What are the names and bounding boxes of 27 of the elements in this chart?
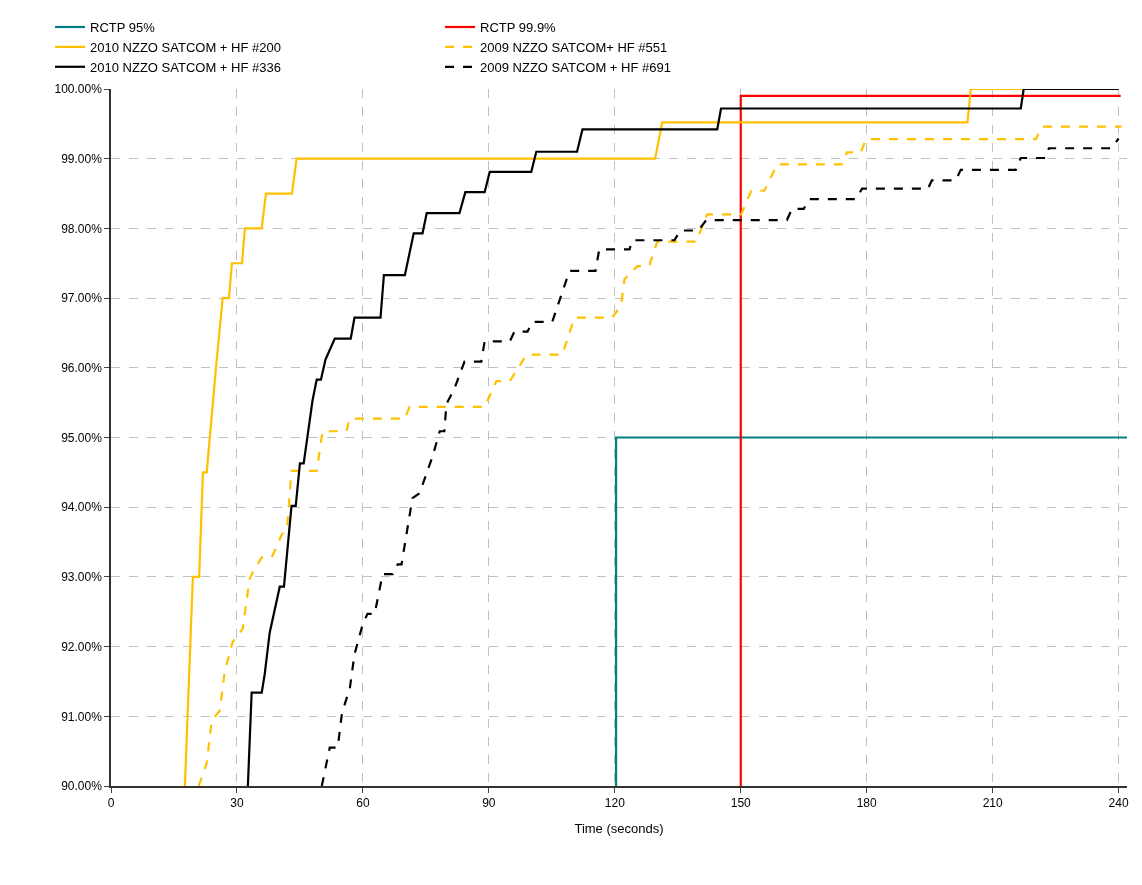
x-tick-label: 150	[730, 796, 752, 811]
x-tick-label: 90	[482, 796, 496, 811]
y-tick-label: 90.00%	[61, 779, 103, 794]
legend-label: 2010 NZZO SATCOM + HF #336	[90, 59, 281, 75]
y-tick-label: 96.00%	[61, 361, 103, 375]
legend-label: RCTP 95%	[90, 20, 156, 36]
x-tick-label: 30	[230, 796, 244, 811]
y-tick-label: 95.00%	[61, 430, 103, 445]
y-tick-label: 100.00%	[54, 82, 103, 97]
legend-label: 2009 NZZO SATCOM+ HF #551	[480, 39, 668, 55]
x-axis-title: Time (seconds)	[574, 821, 664, 837]
y-tick-label: 91.00%	[61, 709, 103, 724]
y-tick-label: 98.00%	[61, 221, 103, 236]
x-tick-label: 0	[107, 796, 115, 811]
x-tick-label: 210	[982, 796, 1003, 811]
y-tick-label: 93.00%	[61, 570, 103, 585]
legend-label: RCTP 99.9%	[480, 20, 557, 36]
x-tick-label: 60	[356, 796, 370, 811]
x-tick-label: 180	[856, 796, 878, 811]
y-tick-label: 94.00%	[61, 500, 103, 515]
y-tick-label: 97.00%	[61, 291, 103, 306]
y-tick-label: 92.00%	[61, 639, 103, 654]
legend-label: 2009 NZZO SATCOM + HF #691	[480, 59, 671, 75]
legend-label: 2010 NZZO SATCOM + HF #200	[90, 39, 281, 55]
x-tick-label: 240	[1108, 796, 1129, 811]
x-tick-label: 120	[604, 796, 626, 811]
y-tick-label: 99.00%	[61, 151, 103, 166]
